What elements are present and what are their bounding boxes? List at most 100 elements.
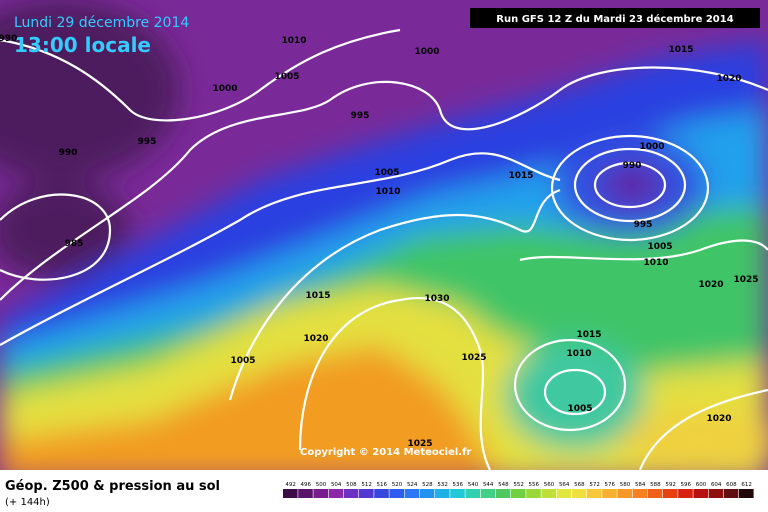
isobar-label: 1025 [733,275,758,285]
legend-label: 504 [331,482,342,488]
legend-label: 516 [377,482,388,488]
isobar-label: 1000 [212,84,237,94]
legend-swatch [587,489,602,498]
legend-label: 592 [665,482,676,488]
isobar-label: 1015 [576,330,601,340]
legend-label: 572 [589,482,600,488]
legend-swatch [647,489,663,498]
legend-swatch [571,489,587,498]
legend-label: 520 [392,482,403,488]
legend-swatch [404,489,420,498]
legend-swatch [602,489,617,498]
isobar-label: 1015 [508,171,533,181]
legend-swatch [283,489,298,498]
legend-label: 612 [741,482,752,488]
legend-label: 512 [361,482,372,488]
legend-swatch [723,489,739,498]
isobar-label: 1015 [668,45,693,55]
legend-swatch [739,489,754,498]
legend-swatch [313,489,328,498]
legend-swatch [328,489,344,498]
legend-label: 596 [681,482,692,488]
isobar-label: 985 [65,239,84,249]
legend-swatch [693,489,708,498]
legend-label: 576 [605,482,616,488]
legend-swatch [663,489,678,498]
legend-swatch [556,489,572,498]
legend-label: 608 [726,482,737,488]
legend-swatch [678,489,693,498]
legend-swatch [526,489,541,498]
legend-swatch [708,489,724,498]
legend-label: 564 [559,482,570,488]
isobar-label: 1025 [461,353,486,363]
isobar-label: 1015 [305,291,330,301]
isobar-label: 1005 [274,72,299,82]
isobar-label: 1030 [424,294,449,304]
isobar-label: 1025 [407,439,432,449]
isobar-label: 1005 [647,242,672,252]
isobar-label: 1005 [567,404,592,414]
copyright: Copyright © 2014 Meteociel.fr [300,447,471,458]
legend-label: 548 [498,482,509,488]
legend-swatch [541,489,556,498]
legend-label: 556 [529,482,540,488]
legend-label: 524 [407,482,418,488]
footer-lead: (+ 144h) [5,497,50,508]
legend-swatch [298,489,313,498]
forecast-time: 13:00 locale [14,33,151,57]
legend-swatch [495,489,511,498]
isobar-label: 1020 [698,280,723,290]
isobar-label: 1000 [639,142,664,152]
isobar-label: 1020 [303,334,328,344]
legend-swatch [465,489,480,498]
legend-swatch [511,489,526,498]
isobar-label: 1010 [375,187,400,197]
isobar-label: 1020 [706,414,731,424]
isobar-label: 990 [623,161,642,171]
legend-swatch [419,489,435,498]
legend-swatch [343,489,359,498]
legend-label: 540 [468,482,479,488]
legend-label: 584 [635,482,646,488]
legend-label: 544 [483,482,494,488]
run-info: Run GFS 12 Z du Mardi 23 décembre 2014 [496,13,733,25]
forecast-date: Lundi 29 décembre 2014 [14,15,189,31]
isobar-label: 995 [351,111,370,121]
isobar-label: 1010 [643,258,668,268]
isobar-label: 1010 [281,36,306,46]
run-box [470,8,760,28]
legend-swatch [617,489,632,498]
isobar-label: 1005 [374,168,399,178]
legend-label: 528 [422,482,433,488]
legend-swatch [632,489,648,498]
legend-label: 552 [513,482,524,488]
legend-label: 532 [437,482,448,488]
isobar-label: 995 [138,137,157,147]
isobar-label: 1020 [716,74,741,84]
isobar-label: 1005 [230,356,255,366]
legend-label: 580 [620,482,631,488]
legend-label: 560 [544,482,555,488]
isobar-label: 1010 [566,349,591,359]
legend-label: 492 [285,482,296,488]
legend-swatch [480,489,496,498]
legend-label: 604 [711,482,722,488]
legend-label: 588 [650,482,661,488]
legend-label: 496 [301,482,312,488]
legend-swatch [374,489,389,498]
legend-swatch [389,489,404,498]
legend-swatch [450,489,465,498]
legend-swatch [359,489,374,498]
legend-label: 508 [346,482,357,488]
legend-label: 536 [453,482,464,488]
legend-swatch [435,489,450,498]
isobars [0,28,768,471]
isobar-label: 990 [0,34,17,44]
isobar-label: 995 [634,220,653,230]
isobar-label: 990 [59,148,78,158]
footer-title: Géop. Z500 & pression au sol [5,479,220,494]
legend-label: 500 [316,482,327,488]
geopotential-field [0,0,768,480]
